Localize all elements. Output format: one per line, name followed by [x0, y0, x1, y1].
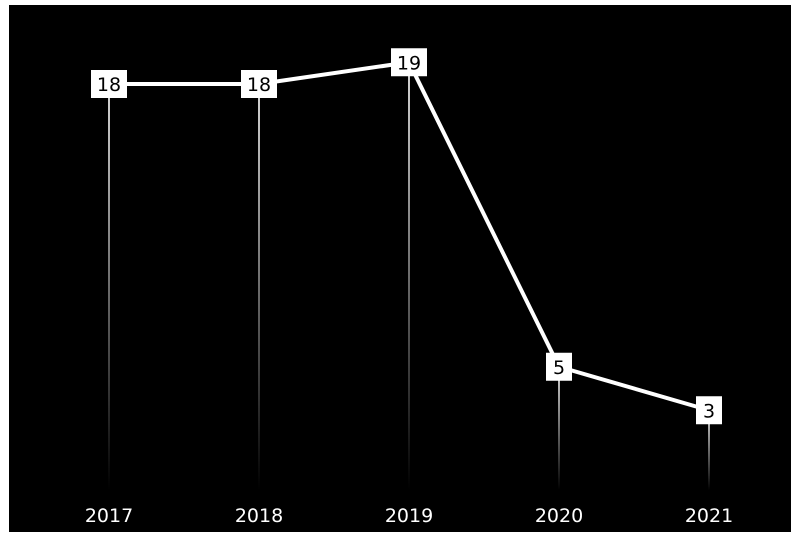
drop-line-2017	[108, 84, 110, 490]
data-label-box	[91, 70, 127, 98]
drop-line-2018	[258, 84, 260, 490]
x-tick-label: 2020	[535, 505, 583, 527]
x-tick-label: 2021	[685, 505, 733, 527]
data-label: 18	[97, 74, 121, 96]
x-tick-label: 2018	[235, 505, 283, 527]
data-point-2019: 19	[391, 48, 427, 77]
x-tick-label: 2017	[85, 505, 133, 527]
data-label-box	[391, 48, 427, 77]
drop-line-2021	[708, 410, 710, 490]
data-label-box	[241, 70, 277, 98]
data-label: 3	[703, 400, 715, 422]
data-point-2017: 18	[91, 70, 127, 98]
x-tick-label: 2019	[385, 505, 433, 527]
data-label-box	[546, 352, 572, 381]
data-point-2018: 18	[241, 70, 277, 98]
data-label-box	[696, 396, 722, 425]
data-label: 18	[247, 74, 271, 96]
data-label: 19	[397, 52, 421, 74]
data-label: 5	[553, 357, 565, 379]
drop-line-2019	[408, 62, 410, 490]
data-point-2020: 5	[546, 352, 572, 381]
drop-line-2020	[558, 366, 560, 490]
chart-background	[9, 5, 791, 532]
data-point-2021: 3	[696, 396, 722, 425]
